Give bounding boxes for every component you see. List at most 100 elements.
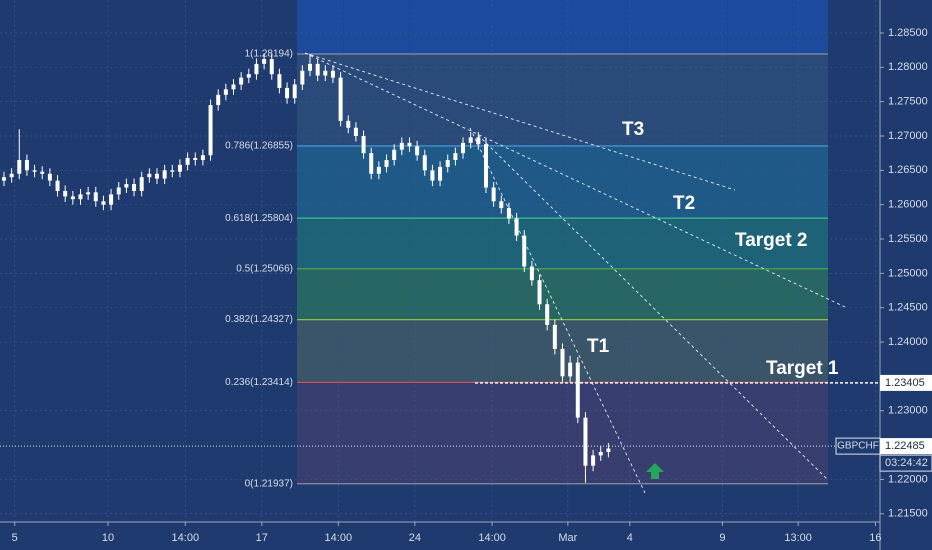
candle-body <box>514 218 519 236</box>
candle-body <box>208 105 213 156</box>
x-tick-label: 4 <box>627 532 633 544</box>
y-tick-label: 1.26500 <box>888 164 928 176</box>
candle-body <box>415 146 420 156</box>
y-tick-label: 1.25500 <box>888 233 928 245</box>
candle-body <box>491 187 496 202</box>
candle-body <box>116 187 121 195</box>
fib-label: 0.786(1.26855) <box>225 141 293 152</box>
fib-zone <box>297 53 828 146</box>
y-tick-label: 1.27500 <box>888 96 928 108</box>
fib-zone <box>297 145 828 219</box>
candle-body <box>499 201 504 209</box>
candle-body <box>468 137 473 143</box>
candle-body <box>545 304 550 325</box>
y-tick-label: 1.28000 <box>888 61 928 73</box>
candle-body <box>522 235 527 267</box>
up-arrow <box>646 463 664 479</box>
annotation: T3 <box>622 119 644 140</box>
candle-body <box>529 266 534 281</box>
candle-body <box>147 173 152 178</box>
candle-body <box>170 170 175 172</box>
candle-body <box>231 84 236 90</box>
candle-body <box>132 184 137 191</box>
target-tag-label: 1.23405 <box>885 377 925 389</box>
x-tick-label: 9 <box>719 532 725 544</box>
candle-body <box>369 153 374 174</box>
x-tick-label: 14:00 <box>172 532 200 544</box>
candle-body <box>330 70 335 78</box>
candle-body <box>185 157 190 165</box>
candle-body <box>269 59 274 75</box>
candle-body <box>376 166 381 174</box>
candle-body <box>315 63 320 76</box>
candle-body <box>193 157 198 161</box>
target-tag <box>880 374 932 391</box>
candle-body <box>399 142 404 150</box>
x-tick-label: 10 <box>102 532 114 544</box>
candle-body <box>200 155 205 161</box>
candle-body <box>101 201 106 205</box>
candle-body <box>1 177 6 181</box>
fib-label: 0.236(1.23414) <box>225 377 293 388</box>
annotation: Target 2 <box>735 230 808 251</box>
candle-body <box>422 155 427 171</box>
candle-body <box>216 94 221 106</box>
candle-body <box>32 170 37 172</box>
y-tick-label: 1.25000 <box>888 267 928 279</box>
candle-body <box>9 173 14 178</box>
candle-body <box>300 70 305 85</box>
candle-body <box>476 137 481 145</box>
candle-body <box>552 324 557 349</box>
candle-body <box>78 194 83 200</box>
candle-body <box>445 160 450 167</box>
candle-body <box>277 74 282 88</box>
candle-body <box>70 196 75 200</box>
candle-body <box>323 70 328 76</box>
x-tick-label: 24 <box>409 532 421 544</box>
candle-body <box>47 173 52 181</box>
trend-line <box>469 127 646 494</box>
candle-body <box>124 184 129 188</box>
last-price-tag <box>880 438 932 455</box>
candle-body <box>262 59 267 64</box>
candle-body <box>40 171 45 174</box>
candle-body <box>560 348 565 377</box>
candle-body <box>17 160 22 174</box>
candle-body <box>392 149 397 161</box>
candle-body <box>438 166 443 181</box>
candle-body <box>430 170 435 181</box>
fib-label: 0.618(1.25804) <box>225 213 293 224</box>
candle-body <box>453 153 458 161</box>
candle-body <box>353 127 358 136</box>
y-tick-label: 1.28500 <box>888 27 928 39</box>
candle-body <box>483 144 488 188</box>
annotation: Target 1 <box>766 358 839 379</box>
candle-body <box>506 208 511 219</box>
annotation: T1 <box>587 336 610 357</box>
candle-body <box>139 177 144 191</box>
candle-body <box>86 192 91 195</box>
candle-body <box>361 135 366 154</box>
candle-body <box>254 63 259 75</box>
candle-body <box>177 164 182 172</box>
fib-label: 0(1.21937) <box>245 478 293 489</box>
candle-body <box>591 455 596 466</box>
y-tick-label: 1.21500 <box>888 508 928 520</box>
fib-zone <box>297 218 828 269</box>
candle-body <box>246 74 251 78</box>
x-tick-label: 16 <box>869 532 881 544</box>
fib-zone <box>297 382 828 484</box>
fib-zone <box>297 268 828 320</box>
candle-body <box>407 142 412 147</box>
countdown-label: 03:24:42 <box>885 457 928 469</box>
fib-label: 1(1.28194) <box>245 49 293 60</box>
candle-body <box>55 180 60 191</box>
y-tick-label: 1.26000 <box>888 199 928 211</box>
candle-body <box>606 448 611 452</box>
candle-body <box>598 451 603 456</box>
candle-body <box>346 120 351 128</box>
symbol-tag-label: GBPCHF <box>837 441 879 452</box>
x-tick-label: 14:00 <box>325 532 353 544</box>
candle-body <box>461 142 466 154</box>
